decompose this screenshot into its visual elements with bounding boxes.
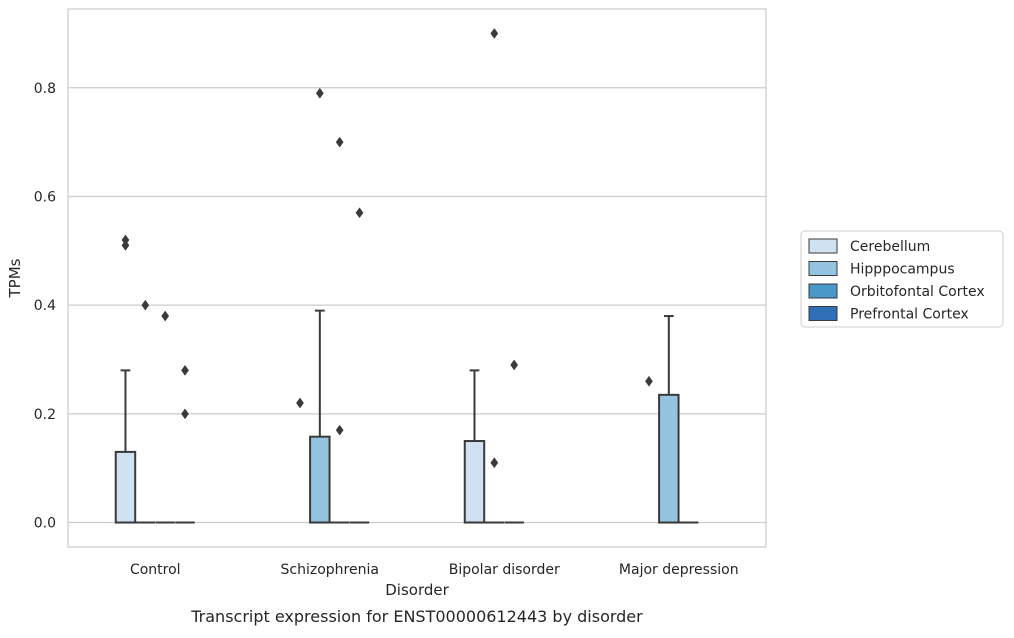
legend-label: Hipppocampus	[850, 262, 955, 278]
outlier-point	[335, 136, 344, 148]
tick-labels: 0.0 0.2 0.4 0.6 0.8 Control Schizophrenia Bipol…	[34, 81, 739, 578]
y-tick-label: 0.8	[34, 81, 56, 97]
x-tick-label: Major depression	[619, 562, 739, 578]
x-tick-label: Control	[130, 562, 181, 578]
plot-frame	[67, 8, 767, 548]
outlier-point	[315, 87, 324, 99]
chart-caption: Transcript expression for ENST0000061244…	[190, 607, 643, 626]
y-tick-label: 0.0	[34, 516, 56, 532]
outlier-point	[355, 207, 364, 219]
outlier-point	[121, 239, 130, 251]
legend-swatch	[808, 238, 838, 254]
legend-swatch	[808, 261, 838, 276]
y-tick-label: 0.2	[34, 407, 56, 423]
box-2-0	[463, 369, 486, 524]
outlier-point	[490, 457, 499, 469]
outlier-point	[161, 310, 170, 322]
legend-label: Cerebellum	[850, 239, 930, 255]
y-tick-label: 0.4	[34, 298, 56, 314]
box-body	[463, 440, 486, 524]
x-axis-label: Disorder	[385, 581, 449, 599]
box-body	[114, 450, 137, 524]
legend-label: Orbitofontal Cortex	[850, 284, 985, 300]
legend: Cerebellum Hipppocampus Orbitofontal Corte…	[800, 230, 1004, 328]
box-body	[309, 435, 331, 524]
y-tick-label: 0.6	[34, 189, 56, 205]
y-axis-label: TPMs	[6, 258, 24, 298]
outlier-point	[181, 364, 189, 376]
legend-label: Prefrontal Cortex	[850, 307, 969, 323]
outlier-point	[490, 28, 499, 39]
x-tick-label: Bipolar disorder	[449, 562, 560, 578]
outlier-point	[510, 359, 519, 371]
outlier-point	[181, 408, 189, 420]
outlier-point	[645, 375, 653, 387]
outlier-point	[121, 234, 130, 246]
box-3-1	[658, 315, 680, 524]
outlier-point	[296, 397, 304, 409]
x-tick-label: Schizophrenia	[281, 562, 379, 578]
box-body	[658, 393, 680, 524]
box-0-0	[114, 369, 137, 524]
legend-swatch	[808, 283, 838, 299]
outlier-point	[335, 424, 344, 436]
legend-frame	[800, 230, 1004, 328]
legend-swatch	[808, 306, 838, 321]
boxes	[114, 28, 699, 524]
outlier-point	[141, 299, 150, 311]
box-1-1	[309, 309, 331, 524]
